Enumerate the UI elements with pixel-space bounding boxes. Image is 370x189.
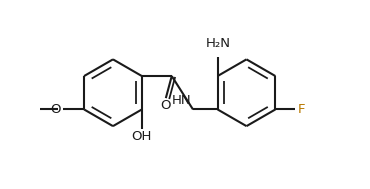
Text: F: F xyxy=(297,103,305,116)
Text: H₂N: H₂N xyxy=(206,37,231,50)
Text: O: O xyxy=(161,99,171,112)
Text: OH: OH xyxy=(132,130,152,143)
Text: O: O xyxy=(50,103,61,116)
Text: HN: HN xyxy=(172,94,191,107)
